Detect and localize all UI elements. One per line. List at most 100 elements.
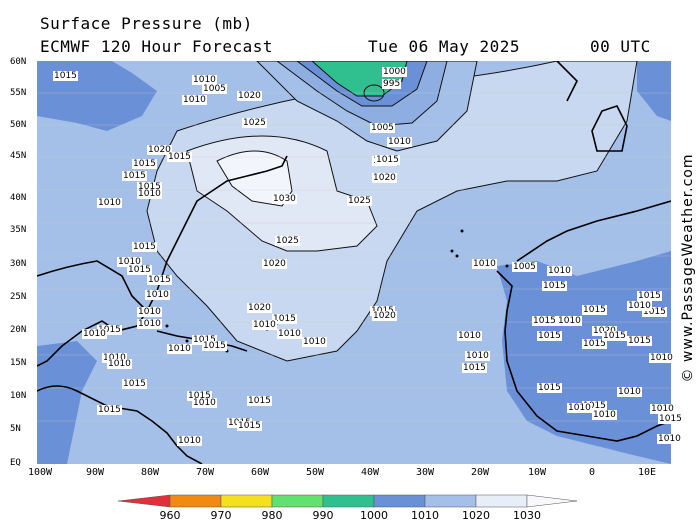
isobar-label: 1015 <box>582 305 607 315</box>
lon-label: 60W <box>250 467 270 478</box>
lon-label: 50W <box>305 467 325 478</box>
isobar-label: 1015 <box>167 152 192 162</box>
isobar-label: 1010 <box>387 137 412 147</box>
isobar-label: 1015 <box>137 182 162 192</box>
lat-label: 45N <box>10 151 27 161</box>
isobar-label: 1010 <box>107 359 132 369</box>
isobar-label: 1010 <box>277 329 302 339</box>
isobar-label: 1015 <box>537 331 562 341</box>
isobar-label: 1010 <box>145 290 170 300</box>
isobar-label: 1010 <box>302 337 327 347</box>
colorbar-label: 1010 <box>411 509 439 522</box>
lon-label: 70W <box>195 467 215 478</box>
isobar-label: 1015 <box>247 396 272 406</box>
isobar-label: 1015 <box>658 414 683 424</box>
colorbar-segment <box>271 494 324 508</box>
credit-text: © www.PassageWeather.com <box>680 153 696 383</box>
colorbar-segment <box>220 494 273 508</box>
isobar-label: 1010 <box>137 189 162 199</box>
isobar-label: 1010 <box>177 436 202 446</box>
isobar-label: 1020 <box>262 259 287 269</box>
isobar-label: 1010 <box>182 95 207 105</box>
isobar-label: 1010 <box>547 266 572 276</box>
colorbar-segment <box>373 494 426 508</box>
isobar-label: 1015 <box>582 339 607 349</box>
isobar-label: 1010 <box>650 404 675 414</box>
isobar-label: 1020 <box>247 303 272 313</box>
isobar-label: 1015 <box>127 265 152 275</box>
isobar-label: 1015 <box>187 391 212 401</box>
isobar-label: 1015 <box>642 307 667 317</box>
lon-label: 10W <box>527 467 547 478</box>
isobar-label: 1015 <box>375 155 400 165</box>
isobar-label: 1015 <box>192 335 217 345</box>
isobar-label: 1015 <box>582 401 607 411</box>
isobar-label: 1005 <box>202 84 227 94</box>
isobar-label: 1015 <box>537 383 562 393</box>
isobar-label: 1010 <box>82 329 107 339</box>
isobar-label: 1010 <box>457 331 482 341</box>
lat-label: 25N <box>10 292 27 302</box>
isobar-label: 1005 <box>370 123 395 133</box>
isobar-label: 1010 <box>97 198 122 208</box>
lat-label: EQ <box>10 458 21 468</box>
colorbar-label: 970 <box>210 509 232 522</box>
lat-label: 30N <box>10 259 27 269</box>
isobar-label: 1025 <box>275 236 300 246</box>
isobar-label: 1030 <box>272 194 297 204</box>
lat-label: 55N <box>10 88 27 98</box>
isobar-label: 1015 <box>53 71 78 81</box>
isobar-label: 1010 <box>252 320 277 330</box>
isobar-label: 1010 <box>192 75 217 85</box>
model-label: ECMWF 120 Hour Forecast <box>40 37 274 56</box>
lat-label: 50N <box>10 120 27 130</box>
isobar-label: 1010 <box>649 353 674 363</box>
lon-label: 20W <box>470 467 490 478</box>
colorbar-segment <box>169 494 222 508</box>
lat-label: 20N <box>10 325 27 335</box>
isobar-label: 1015 <box>237 421 262 431</box>
isobar-label: 1025 <box>242 118 267 128</box>
isobar-label: 1015 <box>122 171 147 181</box>
isobar-label: 1025 <box>347 196 372 206</box>
isobar-label: 1010 <box>617 387 642 397</box>
lat-label: 15N <box>10 358 27 368</box>
lat-label: 5N <box>10 424 21 434</box>
isobar-label: 1010 <box>137 319 162 329</box>
pressure-map <box>37 61 671 464</box>
isobar-label: 1010 <box>657 434 682 444</box>
colorbar-label: 1030 <box>513 509 541 522</box>
isobar-label: 1015 <box>132 159 157 169</box>
lon-label: 100W <box>27 467 53 478</box>
colorbar-segment <box>475 494 528 508</box>
isobar-label: 1010 <box>627 301 652 311</box>
forecast-time: 00 UTC <box>590 37 651 56</box>
isobar-label: 1015 <box>122 379 147 389</box>
isobar-label: 1010 <box>465 351 490 361</box>
pressure-label-layer: 1030102510251020102010151015102010009951… <box>37 61 683 464</box>
colorbar <box>118 494 578 508</box>
lat-label: 35N <box>10 225 27 235</box>
isobar-label: 1010 <box>117 257 142 267</box>
isobar-label: 1015 <box>202 341 227 351</box>
lat-label: 40N <box>10 193 27 203</box>
colorbar-label: 980 <box>261 509 283 522</box>
isobar-label: 1015 <box>97 325 122 335</box>
isobar-label: 1010 <box>567 403 592 413</box>
isobar-label: 1020 <box>372 173 397 183</box>
isobar-label: 1015 <box>272 314 297 324</box>
lat-label: 60N <box>10 57 27 67</box>
colorbar-segment <box>424 494 477 508</box>
isobar-label: 1010 <box>102 353 127 363</box>
colorbar-label: 1020 <box>462 509 490 522</box>
isobar-label: 1015 <box>602 331 627 341</box>
chart-title: Surface Pressure (mb) <box>40 14 253 33</box>
coastlines <box>37 61 671 464</box>
isobar-label: 1000 <box>382 67 407 77</box>
forecast-date: Tue 06 May 2025 <box>368 37 520 56</box>
isobar-label: 1020 <box>237 91 262 101</box>
isobar-label: 1010 <box>592 410 617 420</box>
isobar-label: 1015 <box>147 275 172 285</box>
colorbar-label: 990 <box>312 509 334 522</box>
isobar-label: 1015 <box>97 405 122 415</box>
